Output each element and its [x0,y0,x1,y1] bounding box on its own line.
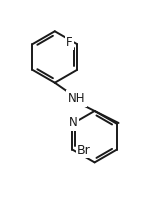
Text: Br: Br [76,144,90,157]
Text: F: F [66,36,73,49]
Text: N: N [69,116,78,129]
Text: NH: NH [68,92,85,105]
